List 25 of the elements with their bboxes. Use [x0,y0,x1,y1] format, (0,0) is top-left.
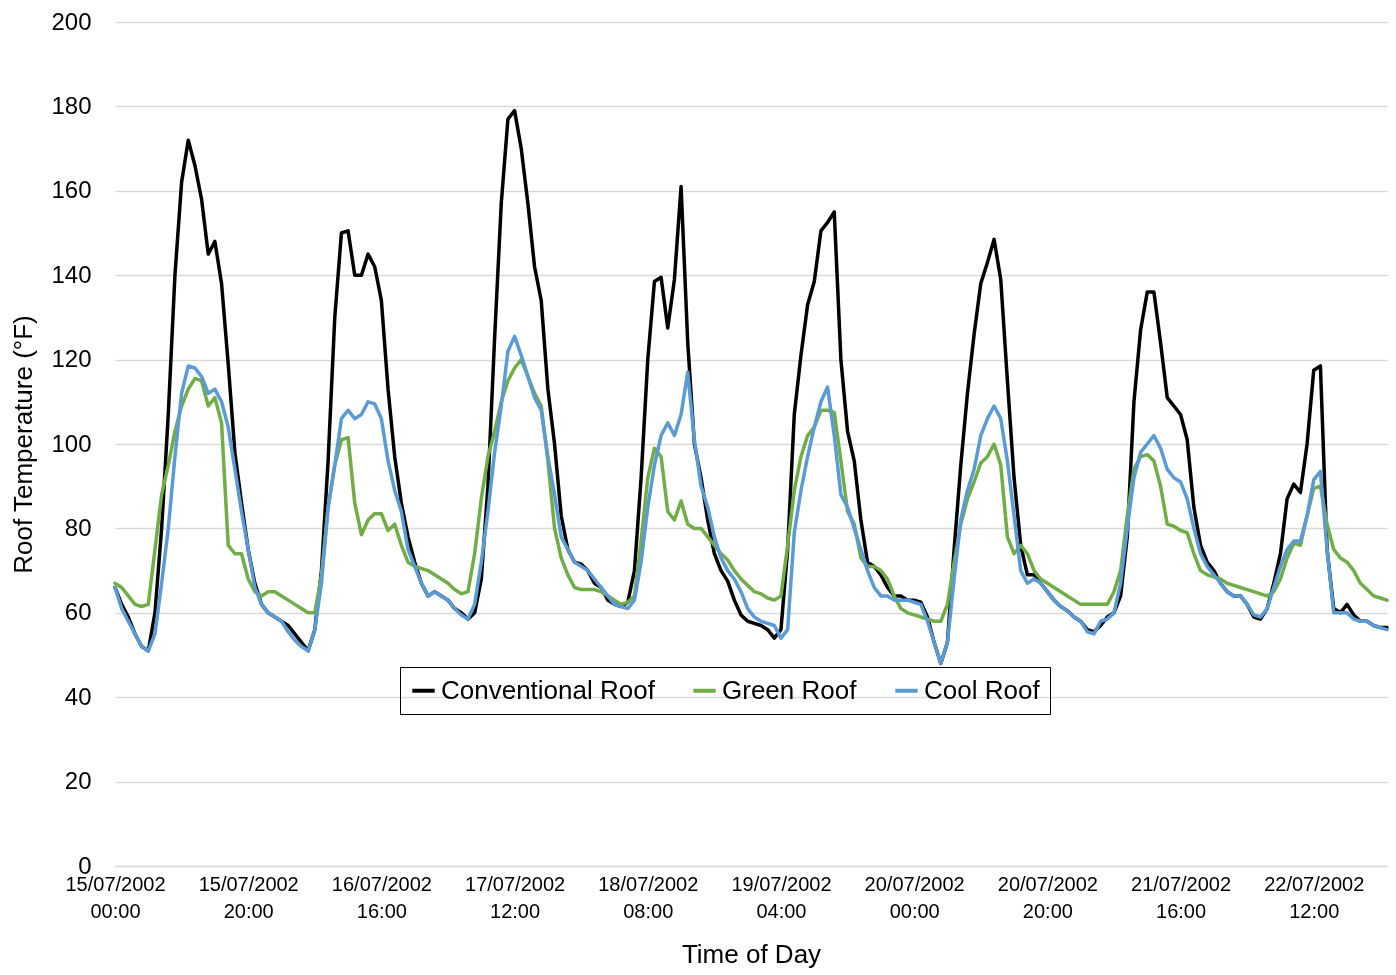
y-tick-label: 80 [64,513,92,541]
y-tick-label: 140 [51,260,92,288]
y-tick-label: 200 [51,7,92,35]
x-axis-title: Time of Day [681,938,822,969]
x-tick-label: 19/07/2002 04:00 [731,872,832,922]
y-tick-label: 60 [64,598,92,626]
y-tick-label: 120 [51,345,92,373]
legend-label: Cool Roof [924,674,1041,705]
x-tick-label: 22/07/2002 12:00 [1264,872,1365,922]
x-tick-label: 15/07/2002 20:00 [198,872,299,922]
x-tick-label: 18/07/2002 08:00 [598,872,699,922]
legend-label: Conventional Roof [441,674,656,705]
y-tick-label: 100 [51,429,92,457]
x-tick-label: 20/07/2002 00:00 [864,872,965,922]
y-tick-label: 20 [64,767,92,795]
line-series [113,334,1389,666]
y-tick-label: 180 [51,91,92,119]
x-tick-label: 20/07/2002 20:00 [997,872,1098,922]
y-tick-label: 160 [51,176,92,204]
legend-label: Green Roof [722,674,858,705]
y-tick-label: 40 [64,682,92,710]
x-tick-label: 21/07/2002 16:00 [1130,872,1232,922]
x-tick-label: 16/07/2002 16:00 [331,872,432,922]
y-axis-title: Roof Temperature (°F) [8,315,39,574]
x-tick-label: 17/07/2002 12:00 [465,872,566,922]
